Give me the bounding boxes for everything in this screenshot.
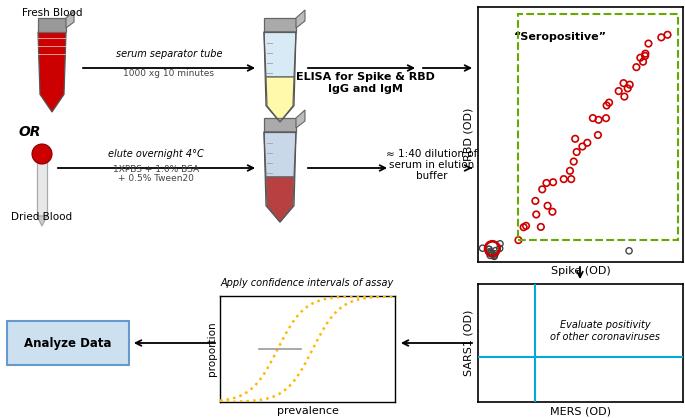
X-axis label: prevalence: prevalence xyxy=(277,406,338,416)
Point xyxy=(537,186,548,193)
Point xyxy=(547,179,558,186)
Point xyxy=(485,252,496,259)
Point xyxy=(566,176,577,182)
Point xyxy=(643,40,654,47)
Text: Analyze Data: Analyze Data xyxy=(24,336,112,349)
Point xyxy=(494,245,505,252)
Text: Apply confidence intervals of assay: Apply confidence intervals of assay xyxy=(221,278,394,288)
Point xyxy=(485,250,496,257)
Point xyxy=(635,54,646,61)
Point xyxy=(488,253,499,260)
Point xyxy=(603,99,614,106)
Text: 1000 xg 10 minutes: 1000 xg 10 minutes xyxy=(123,69,214,78)
Point xyxy=(530,198,541,204)
Point xyxy=(541,180,552,186)
Point xyxy=(619,93,630,100)
Point xyxy=(618,80,629,87)
Point xyxy=(485,249,496,255)
Polygon shape xyxy=(37,162,47,216)
Point xyxy=(622,85,633,92)
Point xyxy=(487,245,498,252)
Point xyxy=(495,240,506,247)
Text: buffer: buffer xyxy=(416,171,448,181)
Point xyxy=(593,132,603,138)
Polygon shape xyxy=(264,132,296,177)
Point xyxy=(570,135,581,142)
Point xyxy=(547,209,558,215)
Point xyxy=(536,224,547,230)
Circle shape xyxy=(32,144,52,164)
X-axis label: MERS (OD): MERS (OD) xyxy=(550,406,611,416)
Point xyxy=(582,140,593,146)
Point xyxy=(521,222,532,229)
Point xyxy=(490,250,501,257)
Point xyxy=(613,88,624,94)
Point xyxy=(640,53,651,59)
Point xyxy=(623,247,634,254)
Text: IgG and IgM: IgG and IgM xyxy=(327,84,402,94)
Y-axis label: proportion: proportion xyxy=(208,322,217,376)
Point xyxy=(558,176,569,183)
Point xyxy=(484,249,495,255)
Point xyxy=(601,115,612,122)
FancyBboxPatch shape xyxy=(7,321,129,365)
Text: serum in elution: serum in elution xyxy=(389,160,475,170)
Text: OR: OR xyxy=(18,125,41,139)
Point xyxy=(624,82,635,88)
Polygon shape xyxy=(296,10,305,28)
X-axis label: Spike (OD): Spike (OD) xyxy=(551,266,610,276)
Y-axis label: SARS1 (OD): SARS1 (OD) xyxy=(464,310,474,376)
Point xyxy=(484,246,495,253)
Point xyxy=(569,158,580,165)
Point xyxy=(477,245,488,252)
Point xyxy=(601,102,612,109)
Text: 1XPBS + 1.0% BSA: 1XPBS + 1.0% BSA xyxy=(113,165,199,174)
Point xyxy=(577,143,588,150)
Point xyxy=(587,115,598,122)
Point xyxy=(640,50,651,57)
Bar xyxy=(38,18,66,32)
Bar xyxy=(264,118,296,132)
Text: serum separator tube: serum separator tube xyxy=(116,49,222,59)
Bar xyxy=(264,18,296,32)
Point xyxy=(484,246,495,252)
Point xyxy=(518,224,529,231)
Point xyxy=(631,64,642,71)
Text: ELISA for Spike & RBD: ELISA for Spike & RBD xyxy=(295,72,434,82)
Polygon shape xyxy=(266,77,294,122)
Y-axis label: RBD (OD): RBD (OD) xyxy=(464,108,474,161)
Polygon shape xyxy=(66,11,74,28)
Point xyxy=(490,247,501,254)
Point xyxy=(542,202,553,209)
Polygon shape xyxy=(266,177,294,222)
Point xyxy=(531,211,542,218)
Point xyxy=(513,237,524,243)
Text: ≈ 1:40 dilution of: ≈ 1:40 dilution of xyxy=(386,149,477,159)
Bar xyxy=(518,14,677,240)
Point xyxy=(487,251,498,257)
Point xyxy=(662,31,673,38)
Text: Evaluate positivity
of other coronaviruses: Evaluate positivity of other coronavirus… xyxy=(550,321,660,342)
Polygon shape xyxy=(296,110,305,128)
Text: Fresh Blood: Fresh Blood xyxy=(22,8,82,18)
Point xyxy=(593,117,604,123)
Text: “Seropositive”: “Seropositive” xyxy=(514,32,606,42)
Point xyxy=(638,59,649,65)
Point xyxy=(656,34,667,41)
Polygon shape xyxy=(264,32,296,77)
Polygon shape xyxy=(37,216,47,226)
Point xyxy=(564,168,575,174)
Polygon shape xyxy=(38,32,66,112)
Point xyxy=(571,149,582,155)
Text: elute overnight 4°C: elute overnight 4°C xyxy=(108,149,204,159)
Text: Dried Blood: Dried Blood xyxy=(12,212,73,222)
Point xyxy=(489,252,500,259)
Text: + 0.5% Tween20: + 0.5% Tween20 xyxy=(118,174,194,183)
